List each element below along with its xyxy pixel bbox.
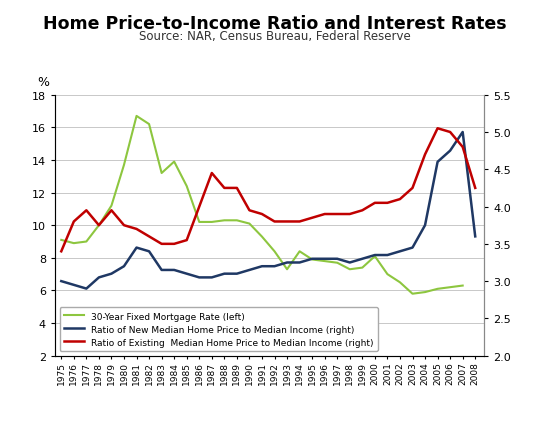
Text: Source: NAR, Census Bureau, Federal Reserve: Source: NAR, Census Bureau, Federal Rese… (139, 30, 411, 43)
Text: %: % (37, 76, 50, 89)
Text: Home Price-to-Income Ratio and Interest Rates: Home Price-to-Income Ratio and Interest … (43, 15, 507, 33)
Legend: 30-Year Fixed Mortgage Rate (left), Ratio of New Median Home Price to Median Inc: 30-Year Fixed Mortgage Rate (left), Rati… (59, 307, 378, 352)
